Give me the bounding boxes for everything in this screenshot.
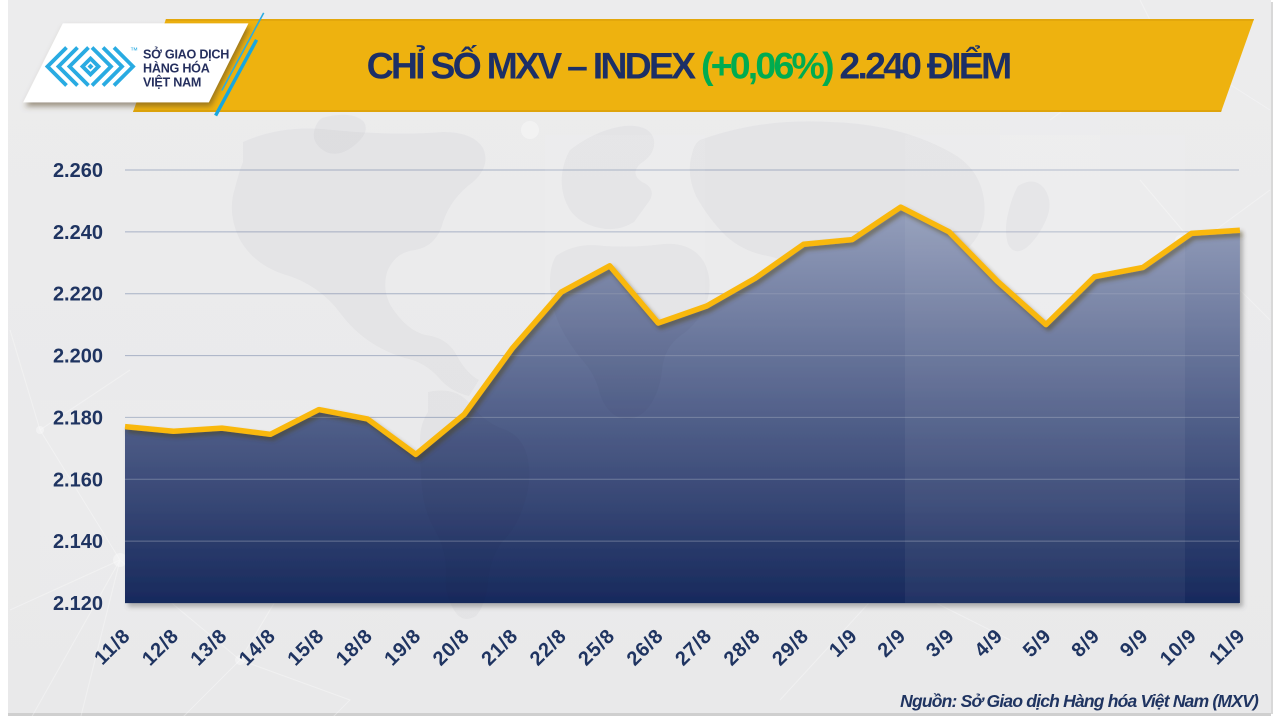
svg-text:2.240: 2.240: [53, 222, 103, 244]
svg-text:VIỆT NAM: VIỆT NAM: [143, 75, 201, 90]
svg-text:SỞ GIAO DỊCH: SỞ GIAO DỊCH: [143, 47, 229, 62]
svg-text:2.140: 2.140: [53, 531, 103, 553]
svg-text:2.180: 2.180: [53, 407, 103, 429]
svg-text:2.260: 2.260: [53, 160, 103, 182]
svg-text:Nguồn: Sở Giao dịch Hàng hóa V: Nguồn: Sở Giao dịch Hàng hóa Việt Nam (M…: [900, 691, 1259, 711]
svg-text:HÀNG HÓA: HÀNG HÓA: [143, 61, 210, 76]
svg-text:CHỈ SỐ MXV – INDEX (+0,06%) 2.: CHỈ SỐ MXV – INDEX (+0,06%) 2.240 ĐIỂM: [367, 45, 1010, 87]
svg-text:2.160: 2.160: [53, 469, 103, 491]
svg-text:2.200: 2.200: [53, 346, 103, 368]
svg-text:2.220: 2.220: [53, 284, 103, 306]
svg-text:™: ™: [130, 46, 138, 55]
svg-text:2.120: 2.120: [53, 593, 103, 615]
